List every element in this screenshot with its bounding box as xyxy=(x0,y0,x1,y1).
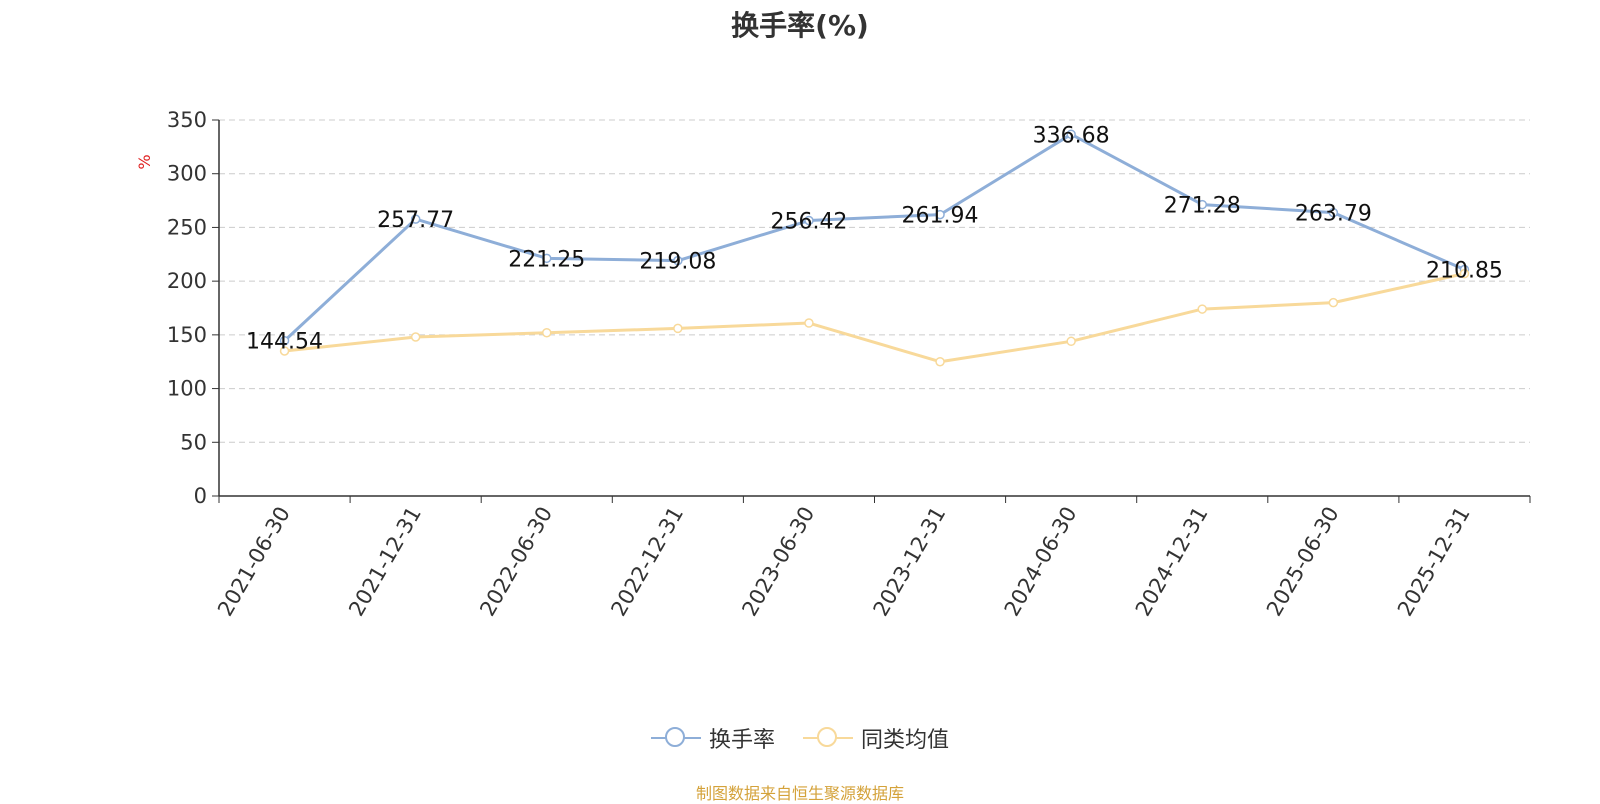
data-label: 257.77 xyxy=(377,208,454,233)
x-tick-label: 2022-06-30 xyxy=(475,503,557,621)
x-tick-label: 2023-12-31 xyxy=(869,503,951,621)
x-tick-label: 2022-12-31 xyxy=(606,503,688,621)
y-tick-label: 100 xyxy=(167,377,207,401)
y-tick-label: 350 xyxy=(167,108,207,132)
data-label: 219.08 xyxy=(639,250,716,275)
source-note: 制图数据来自恒生聚源数据库 xyxy=(695,784,904,803)
data-point xyxy=(279,346,290,356)
data-point xyxy=(673,255,683,266)
y-tick-label: 0 xyxy=(194,484,207,508)
data-point xyxy=(1459,268,1470,279)
data-point xyxy=(1066,336,1076,347)
legend-circle-icon xyxy=(650,726,701,750)
y-unit-label: % xyxy=(135,154,154,169)
data-point xyxy=(1328,207,1339,218)
data-point xyxy=(804,318,814,328)
data-label: 144.54 xyxy=(246,330,323,355)
data-point xyxy=(935,356,945,367)
data-label: 271.28 xyxy=(1164,194,1241,219)
y-tick-label: 200 xyxy=(167,269,207,293)
data-point xyxy=(1197,199,1207,210)
series-line-2 xyxy=(284,272,1465,364)
y-tick-label: 150 xyxy=(167,323,207,347)
data-point xyxy=(542,327,552,338)
y-tick-label: 50 xyxy=(180,430,207,454)
x-tick-label: 2024-06-30 xyxy=(1000,503,1082,621)
series-lines xyxy=(279,129,1470,367)
data-label: 221.25 xyxy=(508,247,585,272)
data-label: 256.42 xyxy=(770,210,847,235)
grid-lines xyxy=(219,119,1530,443)
data-point xyxy=(1066,129,1076,140)
series-line-1 xyxy=(283,132,1466,342)
legend-item-series-1[interactable]: 换手率 xyxy=(650,722,775,754)
legend-circle-icon xyxy=(803,726,853,750)
data-point xyxy=(542,253,552,264)
x-tick-label: 2023-06-30 xyxy=(737,503,819,621)
legend: 换手率 同类均值 xyxy=(0,722,1600,754)
y-tick-label: 250 xyxy=(167,215,207,239)
x-tick-label: 2021-06-30 xyxy=(213,503,295,621)
x-tick-label: 2024-12-31 xyxy=(1131,503,1213,621)
data-label: 336.68 xyxy=(1033,123,1110,148)
data-label: 210.85 xyxy=(1426,258,1503,283)
data-point xyxy=(935,209,945,220)
x-tick-label: 2025-06-30 xyxy=(1262,503,1344,621)
data-point xyxy=(804,215,814,226)
data-point xyxy=(1328,297,1339,308)
data-point xyxy=(410,214,421,224)
data-label: 261.94 xyxy=(902,204,979,229)
chart-title: 换手率(%) xyxy=(731,9,869,42)
x-tick-label: 2025-12-31 xyxy=(1393,503,1475,621)
legend-item-series-2[interactable]: 同类均值 xyxy=(803,722,949,754)
data-point xyxy=(1197,304,1207,314)
legend-label: 换手率 xyxy=(708,728,775,753)
x-tick-label: 2021-12-31 xyxy=(344,503,426,621)
data-labels: 144.54 257.77 221.25 219.08 256.42 261.94 336.… xyxy=(246,123,1503,354)
legend-label: 同类均值 xyxy=(861,728,950,753)
axes: 0 50 100 150 200 250 300 350% 2021-06-30 2021-12-… xyxy=(135,108,1531,621)
data-point xyxy=(673,323,683,334)
y-tick-label: 300 xyxy=(167,162,207,186)
data-label: 263.79 xyxy=(1295,202,1372,227)
data-point xyxy=(279,335,290,346)
data-point xyxy=(410,332,421,342)
